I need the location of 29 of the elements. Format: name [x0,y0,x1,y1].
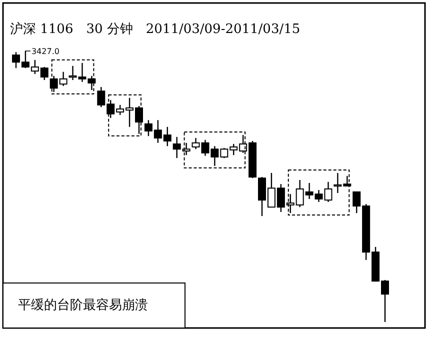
annotation: 平缓的台阶最容易崩溃 [18,297,148,313]
candlestick [296,179,304,208]
candlestick [381,279,389,323]
candlestick [314,189,323,203]
candlestick [172,136,181,159]
candlestick [201,139,210,156]
candlestick [12,51,20,69]
candlestick [154,120,162,144]
annotation: 3427.0 [31,47,60,56]
candlestick [126,97,134,128]
candlestick [324,181,332,203]
candlestick [267,172,276,208]
candlestick [305,182,314,200]
candlestick [230,143,238,156]
chart-title: 沪深 1106 30 分钟 2011/03/09-2011/03/15 [10,21,300,37]
candlestick [40,66,48,81]
candlestick [276,183,285,213]
candlestick [97,86,106,108]
candlestick [334,172,342,194]
candlestick [68,65,77,81]
candlestick [258,176,266,217]
candlestick [30,59,39,75]
candlestick [116,104,124,116]
candlestick [163,126,172,147]
candlestick [59,71,68,87]
candlestick [192,137,200,150]
candlestick [144,120,152,137]
candlestick [352,191,361,214]
candlestick [78,62,86,82]
